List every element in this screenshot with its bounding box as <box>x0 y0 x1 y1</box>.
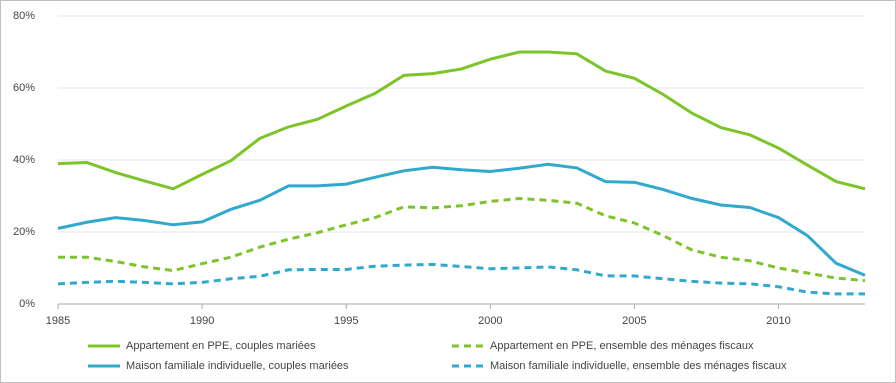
legend-label: Maison familiale individuelle, ensemble … <box>490 360 787 372</box>
series-line <box>57 262 865 296</box>
legend-label: Appartement en PPE, ensemble des ménages… <box>490 340 754 352</box>
x-tick-label: 2010 <box>766 315 790 327</box>
x-tick-label: 2000 <box>478 315 502 327</box>
x-tick-label: 1990 <box>190 315 214 327</box>
series-line <box>58 197 866 283</box>
y-tick-label: 20% <box>13 226 35 238</box>
y-tick-label: 0% <box>19 298 35 310</box>
series-line <box>57 162 866 277</box>
x-tick-label: 1985 <box>46 315 70 327</box>
legend-label: Appartement en PPE, couples mariées <box>126 340 316 352</box>
x-tick-label: 1995 <box>334 315 358 327</box>
legend-label: Maison familiale individuelle, couples m… <box>126 360 349 372</box>
y-tick-label: 60% <box>13 82 35 94</box>
y-tick-label: 80% <box>13 10 35 22</box>
series-line <box>57 50 866 191</box>
x-tick-label: 2005 <box>622 315 646 327</box>
y-tick-label: 40% <box>13 154 35 166</box>
